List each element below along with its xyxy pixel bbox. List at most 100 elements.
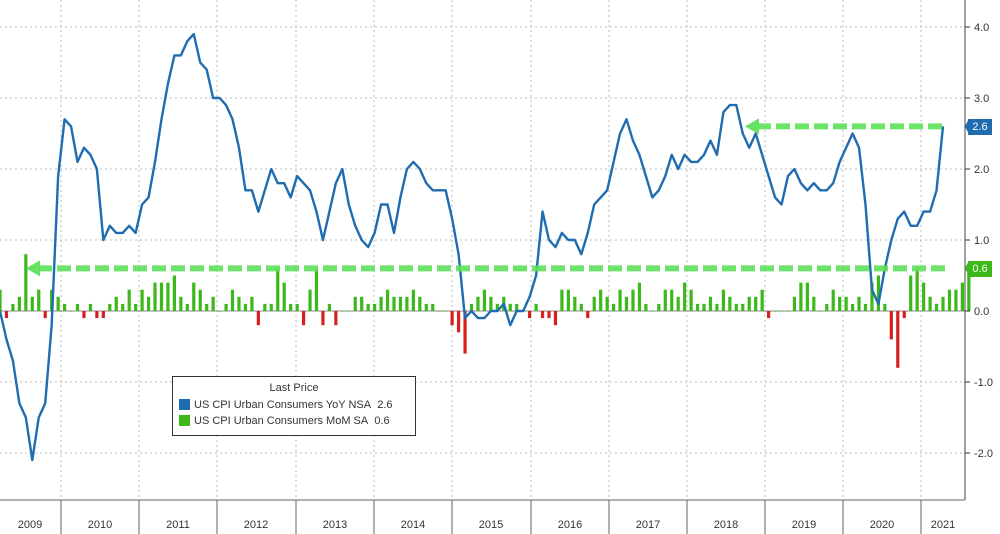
mom-bar — [308, 289, 312, 311]
mom-bar — [650, 311, 654, 312]
mom-bar — [960, 282, 964, 311]
x-tick-label: 2014 — [401, 519, 425, 531]
mom-bar — [922, 282, 926, 311]
mom-bar — [237, 296, 241, 311]
y-tick-label: -1.0 — [974, 377, 993, 389]
mom-bar — [495, 303, 499, 311]
mom-bar — [398, 296, 403, 311]
mom-bar — [205, 303, 209, 311]
y-tick-label: 3.0 — [974, 93, 989, 105]
gridlines — [0, 0, 965, 500]
legend: Last Price US CPI Urban Consumers YoY NS… — [172, 376, 416, 436]
mom-bar — [624, 296, 629, 311]
mom-bar — [838, 296, 842, 311]
mom-bar — [418, 296, 422, 311]
y-tick-label: 0.0 — [974, 306, 989, 318]
mom-bar — [289, 303, 293, 311]
mom-bar — [515, 303, 519, 311]
mom-bar — [702, 303, 706, 311]
legend-title: Last Price — [269, 382, 319, 394]
mom-bar — [528, 311, 532, 319]
mom-bar — [379, 296, 383, 311]
mom-bar — [754, 296, 758, 311]
mom-bar — [366, 303, 370, 311]
legend-value-mom: 0.6 — [374, 415, 390, 427]
mom-bar — [295, 303, 299, 311]
mom-bar — [75, 303, 80, 311]
mom-bar — [657, 303, 661, 311]
mom-bar — [728, 296, 732, 311]
mom-bar — [954, 289, 958, 311]
x-tick-labels: 2009 2010 2011 2012 2013 2014 2015 2016 2017 2018… — [18, 519, 955, 531]
mom-bar — [198, 289, 202, 311]
mom-bar — [637, 282, 642, 311]
mom-bar — [127, 289, 131, 311]
mom-bar — [405, 296, 409, 311]
y-tick-label: 4.0 — [974, 22, 989, 34]
mom-bar — [101, 311, 105, 319]
mom-bar — [618, 289, 622, 311]
mom-bar — [360, 296, 364, 311]
mom-bar — [146, 296, 151, 311]
mom-bar — [4, 311, 9, 319]
mom-bar — [767, 311, 771, 319]
legend-entry-yoy: US CPI Urban Consumers YoY NSA 2.6 — [179, 399, 393, 411]
mom-bar — [760, 289, 764, 311]
mom-bar — [469, 303, 474, 311]
mom-bar — [670, 289, 674, 311]
axes — [0, 0, 970, 534]
mom-bar — [17, 296, 21, 311]
mom-bar — [786, 311, 790, 312]
x-tick-label: 2013 — [323, 519, 347, 531]
mom-bar — [179, 296, 183, 311]
y-tick-label: 2.0 — [974, 164, 989, 176]
mom-bar — [431, 303, 435, 311]
legend-swatch-mom — [179, 415, 190, 426]
mom-bar — [676, 296, 680, 311]
mom-bar — [463, 311, 467, 354]
mom-bar — [631, 289, 635, 311]
mom-bar — [321, 311, 325, 326]
mom-bar — [967, 268, 971, 311]
mom-bar — [347, 311, 351, 312]
x-tick-label: 2010 — [88, 519, 112, 531]
yoy-last-badge: 2.6 — [968, 119, 992, 135]
mom-bar — [508, 303, 512, 311]
mom-bar — [250, 296, 254, 311]
mom-bar — [476, 296, 480, 311]
mom-bar — [747, 296, 751, 311]
mom-bar — [695, 303, 700, 311]
mom-bar — [663, 289, 667, 311]
mom-bar — [741, 303, 745, 311]
x-tick-label: 2018 — [714, 519, 738, 531]
mom-last-badge: 0.6 — [968, 261, 992, 277]
mom-bar — [540, 311, 545, 319]
mom-bar — [62, 303, 67, 311]
mom-bar — [876, 275, 881, 311]
mom-bar — [644, 303, 648, 311]
mom-bars — [0, 254, 971, 368]
mom-bar — [773, 311, 777, 312]
mom-bar — [230, 289, 235, 311]
legend-value-yoy: 2.6 — [377, 399, 393, 411]
mom-bar — [915, 268, 919, 311]
mom-bar — [889, 311, 893, 340]
mom-bar — [586, 311, 590, 319]
mom-bar — [224, 303, 228, 311]
x-tick-label: 2009 — [18, 519, 42, 531]
y-tick-labels: 4.0 3.0 2.0 1.0 0.0 -1.0 -2.0 — [974, 22, 993, 460]
mom-bar — [172, 275, 176, 311]
mom-bar — [456, 311, 461, 333]
x-tick-label: 2015 — [479, 519, 503, 531]
mom-bar — [715, 303, 719, 311]
y-tick-label: 1.0 — [974, 235, 989, 247]
mom-bar — [689, 289, 693, 311]
mom-bar — [825, 303, 829, 311]
mom-bar — [82, 311, 86, 319]
mom-bar — [282, 282, 286, 311]
mom-bar — [831, 289, 835, 311]
mom-bar — [256, 311, 260, 326]
mom-bar — [108, 303, 112, 311]
mom-bar — [334, 311, 338, 326]
